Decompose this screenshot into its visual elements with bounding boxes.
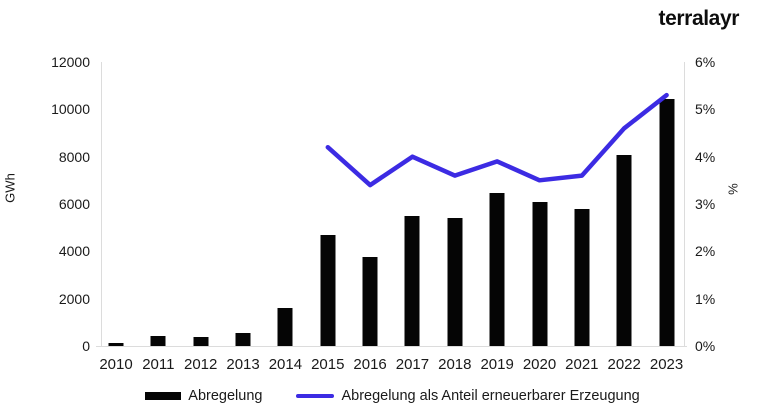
y-tick-left: 8000 bbox=[58, 148, 90, 165]
y-tick-right: 4% bbox=[695, 148, 716, 165]
bar-2012 bbox=[193, 336, 209, 346]
x-tick-2018: 2018 bbox=[438, 356, 472, 373]
bar-2019 bbox=[489, 193, 505, 346]
x-tick-2022: 2022 bbox=[607, 356, 641, 373]
bar-2022 bbox=[616, 155, 632, 346]
y-tick-right: 5% bbox=[695, 101, 716, 118]
bar-2020 bbox=[532, 201, 547, 346]
bar-swatch-icon bbox=[145, 392, 182, 400]
bar-2013 bbox=[235, 332, 251, 346]
bar-2017 bbox=[404, 215, 420, 346]
bar-2014 bbox=[277, 308, 293, 346]
bar-2010 bbox=[108, 342, 124, 346]
bar-2018 bbox=[447, 218, 463, 346]
x-axis-baseline bbox=[96, 346, 687, 347]
y-tick-right: 6% bbox=[695, 54, 716, 70]
x-tick-2023: 2023 bbox=[649, 356, 684, 373]
bar-2021 bbox=[574, 208, 590, 346]
x-tick-2012: 2012 bbox=[184, 356, 218, 373]
y-tick-left: 2000 bbox=[58, 290, 90, 307]
legend-label-line: Abregelung als Anteil erneuerbarer Erzeu… bbox=[341, 388, 640, 404]
y-tick-left: 0 bbox=[82, 338, 90, 354]
brand-logo: terralayr bbox=[658, 7, 740, 30]
bar-2023 bbox=[659, 98, 675, 346]
y-tick-right: 0% bbox=[695, 338, 716, 354]
y-tick-right: 2% bbox=[695, 243, 716, 260]
legend-item-line: Abregelung als Anteil erneuerbarer Erzeu… bbox=[296, 388, 640, 404]
y-tick-left: 10000 bbox=[51, 101, 90, 118]
y-tick-left: 12000 bbox=[51, 54, 90, 70]
x-tick-2017: 2017 bbox=[395, 356, 430, 373]
x-tick-2016: 2016 bbox=[353, 356, 387, 373]
y-tick-right: 1% bbox=[695, 290, 716, 307]
y-tick-right: 3% bbox=[695, 196, 716, 212]
bar-2011 bbox=[150, 335, 166, 346]
line-swatch-icon bbox=[296, 394, 335, 398]
x-tick-2010: 2010 bbox=[99, 356, 133, 373]
bar-2016 bbox=[362, 257, 378, 346]
right-axis-title: % bbox=[725, 183, 741, 195]
left-axis-line bbox=[101, 62, 102, 346]
y-tick-left: 6000 bbox=[58, 196, 90, 212]
x-tick-2015: 2015 bbox=[311, 356, 345, 373]
left-axis-title: GWh bbox=[2, 173, 18, 203]
bar-2015 bbox=[320, 234, 336, 346]
x-tick-2021: 2021 bbox=[565, 356, 599, 373]
legend: Abregelung Abregelung als Anteil erneuer… bbox=[101, 388, 684, 404]
right-axis-line bbox=[684, 62, 685, 346]
y-tick-left: 4000 bbox=[58, 243, 90, 260]
legend-item-bar: Abregelung bbox=[145, 388, 262, 404]
x-tick-2019: 2019 bbox=[480, 356, 514, 373]
x-tick-2014: 2014 bbox=[268, 356, 303, 373]
x-tick-2013: 2013 bbox=[226, 356, 260, 373]
legend-label-bar: Abregelung bbox=[188, 388, 263, 404]
x-tick-2011: 2011 bbox=[142, 356, 175, 373]
x-tick-2020: 2020 bbox=[522, 356, 557, 373]
